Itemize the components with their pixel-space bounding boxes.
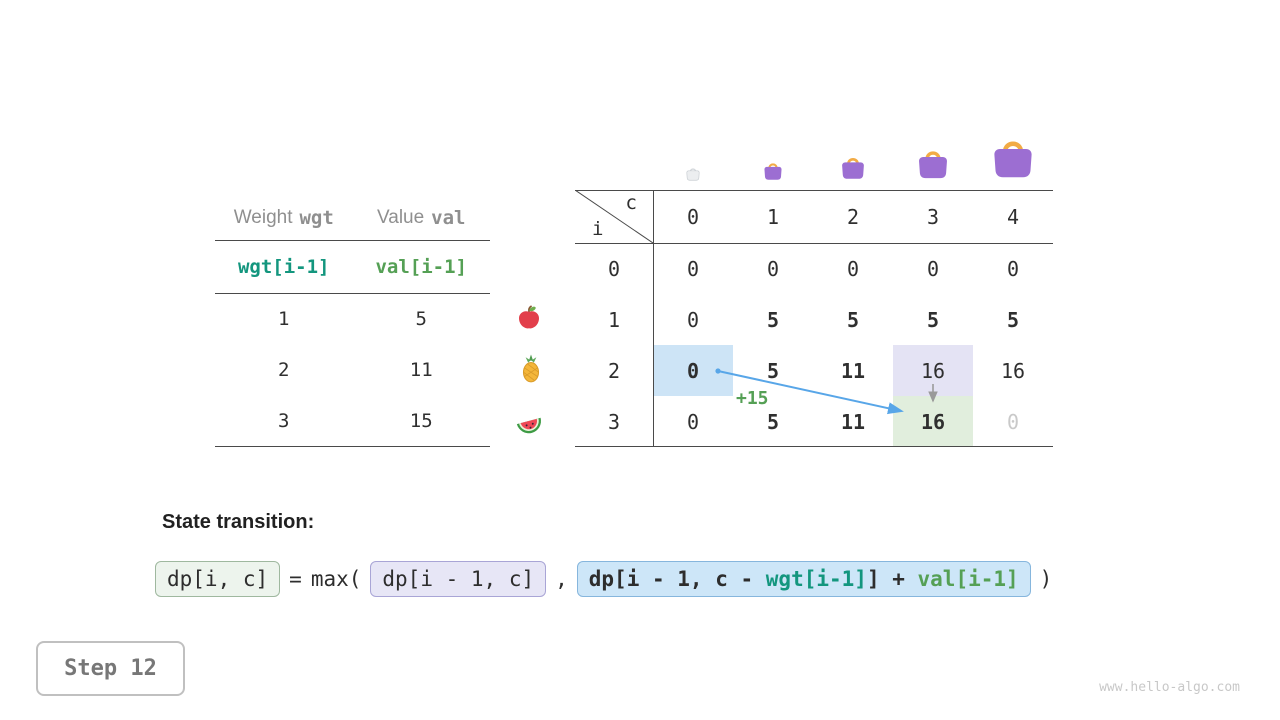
col-header: 3 bbox=[926, 204, 940, 229]
dp-skip-term: dp[i - 1, c] bbox=[370, 561, 547, 597]
weight-header: Weight wgt bbox=[215, 195, 353, 240]
step-badge: Step 12 bbox=[36, 641, 185, 696]
wgt-header-var: wgt bbox=[299, 206, 334, 229]
close-paren: ) bbox=[1039, 567, 1053, 591]
dp-cell-3-1: 5 bbox=[766, 409, 780, 434]
col-header: 4 bbox=[1006, 204, 1020, 229]
dp-cell-0-3: 0 bbox=[926, 256, 940, 281]
bag-tiny-icon bbox=[685, 165, 701, 186]
apple-icon bbox=[515, 304, 543, 332]
val-cell: 5 bbox=[415, 307, 427, 330]
equals-sign: = bbox=[289, 567, 302, 591]
dp-cell-1-2: 5 bbox=[846, 307, 860, 332]
dp-cell-1-0: 0 bbox=[686, 307, 700, 332]
pineapple-icon bbox=[516, 354, 546, 384]
wgt-cell: 1 bbox=[278, 307, 290, 330]
divider bbox=[215, 293, 490, 294]
dp-current-term: dp[i, c] bbox=[155, 561, 281, 597]
dp-grid: c i 0 1 2 3 4 0 0 0 0 0 0 1 0 5 5 5 5 2 … bbox=[575, 190, 1053, 447]
dp-cell-3-0: 0 bbox=[686, 409, 700, 434]
state-transition-formula: dp[i, c] = max( dp[i - 1, c] , dp[i - 1,… bbox=[155, 561, 1052, 597]
dp-cell-0-2: 0 bbox=[846, 256, 860, 281]
divider bbox=[653, 190, 654, 447]
val-var-cell: val[i-1] bbox=[375, 255, 467, 278]
dp-cell-1-1: 5 bbox=[766, 307, 780, 332]
dp-cell-1-3: 5 bbox=[926, 307, 940, 332]
dp-cell-0-1: 0 bbox=[766, 256, 780, 281]
wgt-var-cell: wgt[i-1] bbox=[237, 255, 330, 278]
take-term-prefix: dp[i - 1, c - bbox=[588, 567, 766, 591]
row-header: 2 bbox=[607, 358, 621, 383]
take-term-val: val[i-1] bbox=[917, 567, 1019, 591]
val-cell: 15 bbox=[409, 409, 433, 432]
table-row: 3 15 bbox=[215, 395, 490, 446]
take-term-wgt: wgt[i-1] bbox=[765, 567, 867, 591]
dp-cell-2-4: 16 bbox=[1000, 358, 1026, 383]
dp-cell-0-0: 0 bbox=[686, 256, 700, 281]
divider bbox=[215, 240, 490, 241]
col-header: 0 bbox=[686, 204, 700, 229]
col-header: 1 bbox=[766, 204, 780, 229]
row-header: 0 bbox=[607, 256, 621, 281]
weight-value-header: Weight wgt Value val bbox=[215, 195, 490, 240]
val-header-var: val bbox=[431, 206, 466, 229]
divider bbox=[575, 190, 1053, 191]
table-row: 1 5 bbox=[215, 293, 490, 344]
dp-cell-0-4: 0 bbox=[1006, 256, 1020, 281]
value-header-label: Value bbox=[376, 206, 425, 228]
bag-xlarge-icon bbox=[989, 132, 1037, 186]
max-open: max( bbox=[310, 567, 362, 591]
comma: , bbox=[555, 567, 568, 591]
bag-large-icon bbox=[915, 144, 951, 186]
dp-cell-2-0-source-highlight: 0 bbox=[653, 345, 733, 396]
wgt-cell: 3 bbox=[278, 409, 290, 432]
bag-medium-icon bbox=[839, 152, 867, 186]
value-header: Value val bbox=[353, 195, 491, 240]
dp-corner: c i bbox=[575, 190, 653, 243]
dp-cell-2-3-prev-highlight: 16 bbox=[893, 345, 973, 396]
dp-cell-2-2: 11 bbox=[840, 358, 866, 383]
transition-value-annotation: +15 bbox=[736, 388, 769, 409]
row-header: 3 bbox=[607, 409, 621, 434]
col-header: 2 bbox=[846, 204, 860, 229]
wgt-cell: 2 bbox=[278, 358, 290, 381]
corner-col-label: c bbox=[625, 192, 637, 214]
dp-cell-3-3-current-highlight: 16 bbox=[893, 396, 973, 447]
watermelon-icon bbox=[513, 406, 545, 438]
bag-small-icon bbox=[762, 159, 784, 186]
dp-cell-3-4: 0 bbox=[1006, 409, 1020, 434]
corner-row-label: i bbox=[592, 218, 604, 240]
divider bbox=[575, 243, 1053, 244]
dp-take-term: dp[i - 1, c - wgt[i-1] ] + val[i-1] bbox=[576, 561, 1031, 597]
weight-header-label: Weight bbox=[233, 206, 293, 228]
divider bbox=[215, 446, 490, 447]
divider bbox=[575, 446, 1053, 447]
dp-table: c i 0 1 2 3 4 0 0 0 0 0 0 1 0 5 5 5 5 2 … bbox=[575, 190, 1053, 447]
watermark: www.hello-algo.com bbox=[1099, 680, 1240, 695]
state-transition-heading: State transition: bbox=[162, 511, 315, 533]
dp-cell-1-4: 5 bbox=[1006, 307, 1020, 332]
variable-row: wgt[i-1] val[i-1] bbox=[215, 240, 490, 293]
take-term-mid: ] + bbox=[866, 567, 918, 591]
row-header: 1 bbox=[607, 307, 621, 332]
weight-value-table: Weight wgt Value val wgt[i-1] val[i-1] 1… bbox=[215, 195, 490, 447]
val-cell: 11 bbox=[409, 358, 433, 381]
table-row: 2 11 bbox=[215, 344, 490, 395]
dp-cell-3-2: 11 bbox=[840, 409, 866, 434]
